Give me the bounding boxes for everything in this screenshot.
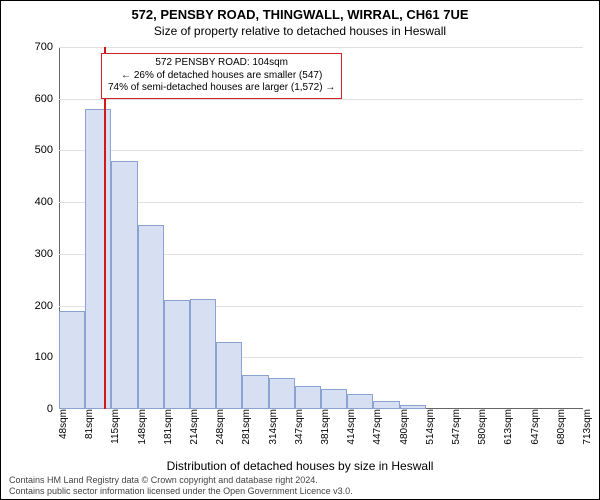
- x-tick-label: 480sqm: [395, 409, 410, 445]
- x-tick-label: 248sqm: [211, 409, 226, 445]
- x-tick-label: 115sqm: [106, 409, 121, 444]
- y-tick-label: 300: [35, 248, 59, 260]
- x-tick-label: 148sqm: [133, 409, 148, 445]
- property-marker-line: [104, 47, 106, 409]
- x-tick-label: 414sqm: [342, 409, 357, 445]
- histogram-bar: [190, 299, 216, 409]
- histogram-bar: [295, 386, 321, 409]
- annotation-line: 572 PENSBY ROAD: 104sqm: [108, 57, 335, 70]
- x-axis-label: Distribution of detached houses by size …: [1, 459, 599, 473]
- x-tick-label: 713sqm: [578, 409, 593, 445]
- histogram-bar: [242, 375, 268, 409]
- x-tick-label: 447sqm: [368, 409, 383, 445]
- grid-line: [59, 150, 583, 151]
- y-tick-label: 100: [35, 351, 59, 363]
- footer-line-2: Contains public sector information licen…: [9, 486, 353, 497]
- annotation-box: 572 PENSBY ROAD: 104sqm← 26% of detached…: [101, 53, 342, 99]
- x-tick-label: 81sqm: [80, 409, 95, 439]
- y-tick-label: 400: [35, 196, 59, 208]
- histogram-bar: [373, 401, 399, 409]
- x-tick-label: 347sqm: [290, 409, 305, 445]
- x-tick-label: 214sqm: [185, 409, 200, 445]
- histogram-bar: [216, 342, 242, 409]
- attribution-footer: Contains HM Land Registry data © Crown c…: [9, 475, 353, 497]
- grid-line: [59, 202, 583, 203]
- x-tick-label: 680sqm: [552, 409, 567, 445]
- chart-title: 572, PENSBY ROAD, THINGWALL, WIRRAL, CH6…: [1, 1, 599, 22]
- x-tick-label: 580sqm: [473, 409, 488, 445]
- histogram-bar: [321, 389, 347, 409]
- histogram-bar: [138, 225, 164, 409]
- histogram-bar: [59, 311, 85, 409]
- annotation-line: 74% of semi-detached houses are larger (…: [108, 82, 335, 95]
- x-tick-label: 381sqm: [316, 409, 331, 445]
- x-tick-label: 514sqm: [421, 409, 436, 445]
- chart-subtitle: Size of property relative to detached ho…: [1, 22, 599, 38]
- plot-area: 010020030040050060070048sqm81sqm115sqm14…: [59, 47, 583, 409]
- histogram-bar: [269, 378, 295, 409]
- grid-line: [59, 47, 583, 48]
- x-tick-label: 181sqm: [159, 409, 174, 445]
- x-tick-label: 281sqm: [237, 409, 252, 445]
- histogram-bar: [111, 161, 137, 409]
- x-tick-label: 647sqm: [526, 409, 541, 445]
- y-tick-label: 600: [35, 93, 59, 105]
- x-tick-label: 48sqm: [54, 409, 69, 439]
- histogram-bar: [85, 109, 111, 409]
- y-tick-label: 700: [35, 41, 59, 53]
- x-tick-label: 547sqm: [447, 409, 462, 445]
- histogram-bar: [164, 300, 190, 409]
- annotation-line: ← 26% of detached houses are smaller (54…: [108, 70, 335, 83]
- x-tick-label: 314sqm: [264, 409, 279, 445]
- chart-container: 572, PENSBY ROAD, THINGWALL, WIRRAL, CH6…: [0, 0, 600, 500]
- y-tick-label: 200: [35, 300, 59, 312]
- histogram-bar: [347, 394, 373, 410]
- grid-line: [59, 99, 583, 100]
- x-tick-label: 613sqm: [499, 409, 514, 445]
- footer-line-1: Contains HM Land Registry data © Crown c…: [9, 475, 353, 486]
- y-tick-label: 500: [35, 144, 59, 156]
